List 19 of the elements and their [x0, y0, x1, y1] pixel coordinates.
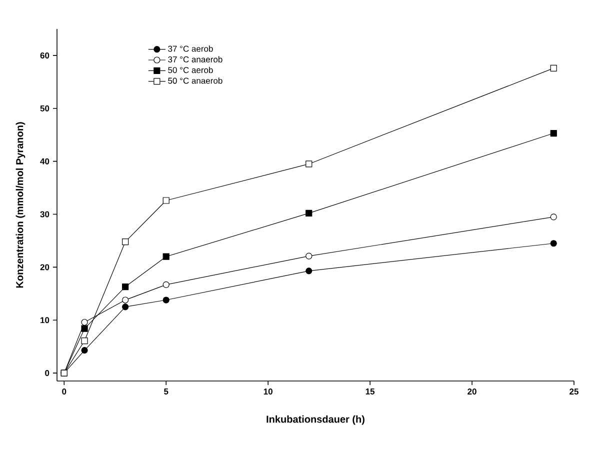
legend-label: 37 °C aerob — [168, 46, 213, 52]
y-tick-label: 20 — [40, 264, 50, 270]
y-axis-title: Konzentration (mmol/mol Pyranon) — [16, 122, 26, 288]
y-tick-label: 50 — [40, 105, 50, 112]
y-tick-label: 10 — [40, 317, 50, 324]
y-tick-label: 60 — [40, 52, 50, 58]
legend-label: 50 °C aerob — [168, 66, 213, 74]
x-axis-title: Inkubationsdauer (h) — [266, 415, 364, 425]
y-tick-label: 40 — [40, 158, 50, 164]
x-tick-label: 25 — [570, 388, 578, 395]
legend-label: 37 °C anaerob — [168, 56, 222, 62]
x-tick-label: 20 — [468, 388, 476, 395]
y-tick-label: 30 — [40, 211, 50, 218]
x-tick-label: 15 — [366, 388, 375, 394]
x-tick-label: 0 — [62, 388, 66, 395]
x-tick-label: 10 — [264, 388, 272, 395]
y-tick-label: 0 — [45, 370, 50, 376]
legend-label: 50 °C anaerob — [168, 77, 222, 84]
x-tick-label: 5 — [164, 388, 168, 394]
